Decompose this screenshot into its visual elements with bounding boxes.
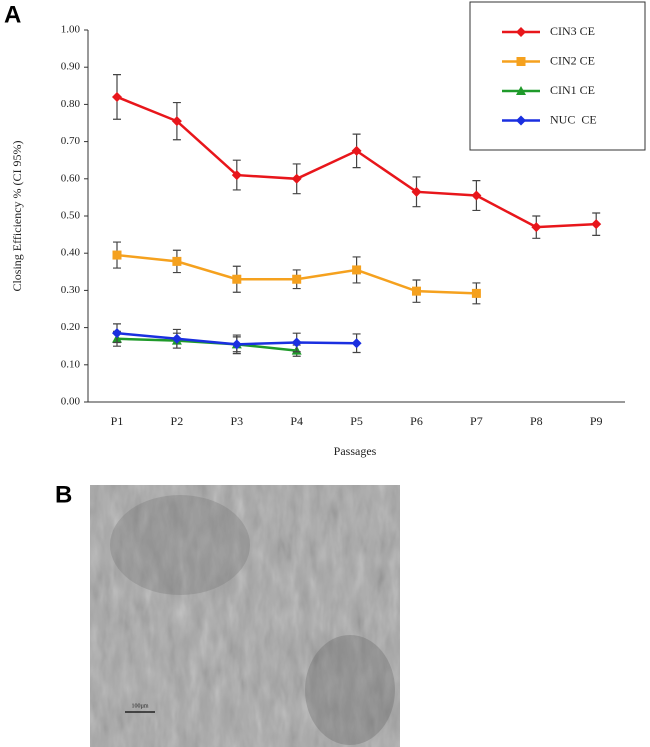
x-tick-label: P1 xyxy=(111,414,124,428)
legend-box xyxy=(469,1,646,151)
data-point xyxy=(531,222,542,233)
panel-label: A xyxy=(4,1,21,28)
data-point xyxy=(171,116,182,127)
legend-label: NUC CE xyxy=(550,112,597,126)
data-point xyxy=(292,274,302,284)
legend-label: CIN3 CE xyxy=(550,24,595,38)
data-point xyxy=(351,145,362,156)
data-point xyxy=(471,190,482,201)
data-point xyxy=(232,274,242,284)
data-point xyxy=(471,288,481,298)
y-tick-label: 0.30 xyxy=(61,284,81,296)
x-axis-label: Passages xyxy=(334,444,377,458)
y-tick-label: 0.00 xyxy=(61,396,81,408)
legend-marker xyxy=(516,86,526,95)
x-tick-label: P3 xyxy=(230,414,243,428)
scale-bar-label: 100µm xyxy=(131,703,148,709)
data-point xyxy=(352,265,362,275)
x-tick-label: P6 xyxy=(410,414,423,428)
data-point xyxy=(231,170,242,181)
micrograph: 100µm xyxy=(90,485,400,747)
x-tick-label: P5 xyxy=(350,414,363,428)
y-tick-label: 0.50 xyxy=(61,210,81,222)
y-axis-label: Closing Efficiency % (CI 95%) xyxy=(10,140,24,291)
y-tick-label: 0.40 xyxy=(61,247,81,259)
data-point xyxy=(411,186,422,197)
x-tick-label: P8 xyxy=(530,414,543,428)
cell-colony xyxy=(305,635,395,745)
legend-marker xyxy=(516,57,526,66)
data-point xyxy=(112,91,122,102)
x-tick-label: P9 xyxy=(590,414,603,428)
data-point xyxy=(351,338,362,349)
y-tick-label: 0.80 xyxy=(61,98,81,110)
data-point xyxy=(412,286,421,296)
data-point xyxy=(171,333,182,344)
data-point xyxy=(112,328,122,339)
cell-colony xyxy=(110,495,250,595)
legend-label: CIN1 CE xyxy=(550,83,595,97)
data-point xyxy=(172,256,182,266)
data-point xyxy=(291,337,302,348)
micrograph-texture xyxy=(90,485,400,747)
y-tick-label: 0.70 xyxy=(61,135,81,147)
x-tick-label: P4 xyxy=(290,414,303,428)
legend-marker xyxy=(516,27,526,37)
y-tick-label: 0.60 xyxy=(61,172,81,184)
y-tick-label: 1.00 xyxy=(61,24,81,36)
x-tick-label: P7 xyxy=(470,414,483,428)
panel-label: B xyxy=(55,481,72,508)
x-tick-label: P2 xyxy=(171,414,184,428)
legend-label: CIN2 CE xyxy=(550,53,595,67)
y-tick-label: 0.10 xyxy=(61,358,81,370)
y-tick-label: 0.90 xyxy=(61,61,81,73)
y-tick-label: 0.20 xyxy=(61,321,81,333)
data-point xyxy=(291,173,302,184)
data-point xyxy=(591,219,602,230)
legend-marker xyxy=(516,115,526,126)
data-point xyxy=(112,250,122,260)
data-point xyxy=(231,339,242,350)
